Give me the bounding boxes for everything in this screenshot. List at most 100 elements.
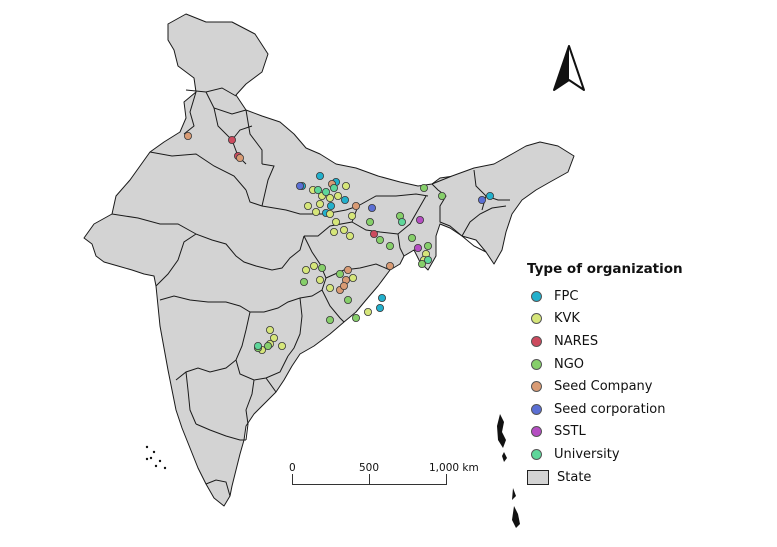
organization-point: [331, 217, 340, 226]
legend: Type of organization FPC KVK NARES NGO Seed …: [527, 261, 683, 488]
legend-item: NARES: [527, 330, 683, 353]
organization-point: [253, 341, 262, 350]
organization-point: [343, 295, 352, 304]
legend-item-label: Seed corporation: [554, 401, 666, 417]
organization-point: [351, 313, 360, 322]
organization-point: [407, 233, 416, 242]
organization-point: [335, 269, 344, 278]
organization-point: [235, 153, 244, 162]
organization-points: [183, 131, 494, 354]
organization-point: [348, 273, 357, 282]
organization-point: [183, 131, 192, 140]
lakshadweep-islands: [145, 445, 167, 470]
legend-marker: [531, 403, 542, 415]
legend-marker: [531, 313, 542, 325]
scale-bar: 0 500 1,000 km: [289, 462, 479, 488]
organization-point: [351, 201, 360, 210]
organization-point: [347, 211, 356, 220]
organization-point: [417, 259, 426, 268]
legend-item-label: NGO: [554, 356, 585, 372]
scale-line: [292, 484, 447, 485]
legend-marker: [531, 290, 542, 302]
legend-item-label: KVK: [554, 311, 580, 327]
legend-item: NGO: [527, 353, 683, 376]
organization-point: [315, 199, 324, 208]
organization-point: [325, 283, 334, 292]
organization-point: [325, 193, 334, 202]
legend-marker: [531, 381, 542, 393]
organization-point: [419, 183, 428, 192]
organization-point: [325, 315, 334, 324]
organization-point: [329, 183, 338, 192]
legend-title: Type of organization: [527, 261, 683, 277]
organization-point: [315, 171, 324, 180]
organization-point: [313, 185, 322, 194]
northeast-region: [431, 141, 575, 265]
legend-items: FPC KVK NARES NGO Seed Company Seed corporati…: [527, 285, 683, 466]
legend-item-label: SSTL: [554, 424, 586, 440]
legend-item: University: [527, 443, 683, 466]
organization-point: [311, 207, 320, 216]
legend-item-label: NARES: [554, 333, 599, 349]
legend-item: SSTL: [527, 421, 683, 444]
organization-point: [367, 203, 376, 212]
legend-item: KVK: [527, 308, 683, 331]
organization-point: [326, 201, 335, 210]
legend-item-label: University: [554, 446, 620, 462]
legend-item-label: Seed Company: [554, 379, 653, 395]
organization-point: [325, 209, 334, 218]
organization-point: [315, 275, 324, 284]
legend-item: FPC: [527, 285, 683, 308]
state-borders: [111, 87, 510, 497]
organization-point: [341, 181, 350, 190]
state-swatch: [527, 469, 549, 485]
north-arrow-icon: [552, 44, 586, 92]
legend-marker: [531, 335, 542, 347]
legend-marker: [531, 358, 542, 370]
organization-point: [299, 277, 308, 286]
organization-point: [269, 333, 278, 342]
scale-label-500: 500: [359, 462, 380, 474]
legend-marker: [531, 448, 542, 460]
legend-item-label: FPC: [554, 288, 579, 304]
organization-point: [303, 201, 312, 210]
organization-point: [385, 241, 394, 250]
organization-point: [263, 341, 272, 350]
scale-tick: [446, 474, 447, 484]
organization-point: [339, 281, 348, 290]
legend-marker: [531, 426, 542, 438]
legend-item: Seed corporation: [527, 398, 683, 421]
organization-point: [309, 261, 318, 270]
organization-point: [377, 293, 386, 302]
organization-point: [363, 307, 372, 316]
organization-point: [227, 135, 236, 144]
andaman-nicobar-islands: [497, 414, 520, 528]
organization-point: [385, 261, 394, 270]
organization-point: [437, 191, 446, 200]
scale-tick: [292, 474, 293, 484]
organization-point: [413, 243, 422, 252]
organization-point: [277, 341, 286, 350]
organization-point: [375, 235, 384, 244]
organization-point: [329, 227, 338, 236]
organization-point: [477, 195, 486, 204]
organization-point: [415, 215, 424, 224]
legend-item-label: State: [557, 469, 592, 485]
organization-point: [333, 191, 342, 200]
legend-item: Seed Company: [527, 375, 683, 398]
organization-point: [295, 181, 304, 190]
organization-point: [345, 231, 354, 240]
organization-point: [369, 229, 378, 238]
organization-point: [375, 303, 384, 312]
organization-point: [365, 217, 374, 226]
scale-label-1000: 1,000 km: [429, 462, 479, 474]
organization-point: [343, 265, 352, 274]
organization-point: [321, 187, 330, 196]
legend-item-state: State: [527, 466, 683, 489]
organization-point: [340, 195, 349, 204]
organization-point: [317, 263, 326, 272]
scale-label-0: 0: [289, 462, 296, 474]
organization-point: [485, 191, 494, 200]
organization-point: [265, 325, 274, 334]
